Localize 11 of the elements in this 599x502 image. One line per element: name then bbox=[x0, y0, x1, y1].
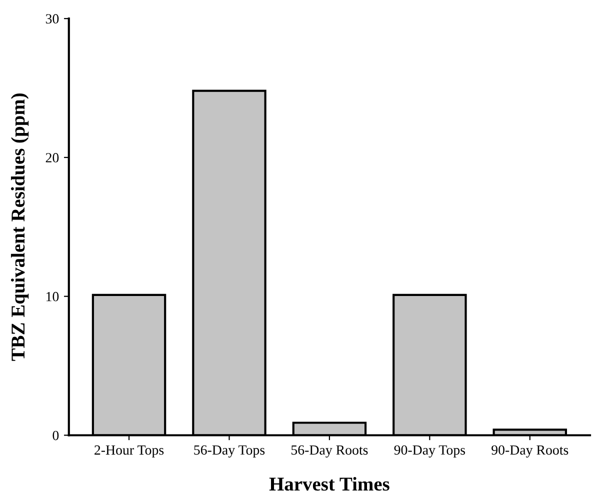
x-tick-label: 56-Day Roots bbox=[291, 445, 368, 458]
x-tick-label: 90-Day Tops bbox=[394, 445, 466, 458]
x-tick-label: 56-Day Tops bbox=[194, 445, 265, 458]
x-axis-title: Harvest Times bbox=[269, 476, 390, 491]
y-axis-title: TBZ Equivalent Residues (ppm) bbox=[10, 94, 29, 361]
x-tick-label: 2-Hour Tops bbox=[94, 445, 164, 458]
y-tick-label: 0 bbox=[52, 430, 59, 440]
y-tick-label: 10 bbox=[46, 292, 59, 302]
x-tick-label: 90-Day Roots bbox=[492, 445, 568, 458]
y-tick-label: 30 bbox=[46, 14, 59, 24]
y-tick-label: 20 bbox=[46, 153, 59, 162]
